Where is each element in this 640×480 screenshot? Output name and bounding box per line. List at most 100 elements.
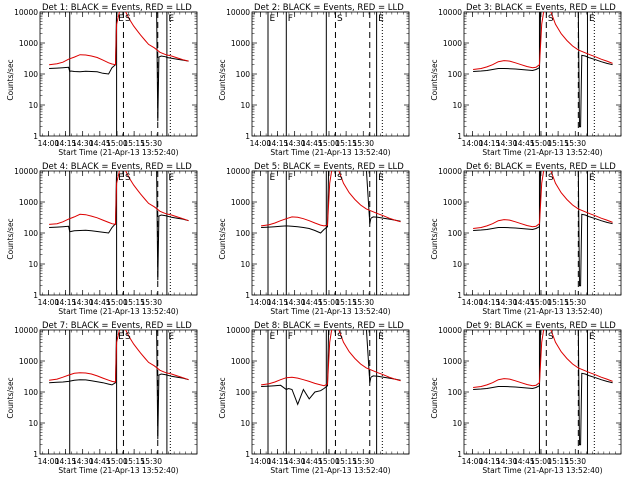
plot-frame	[463, 11, 622, 137]
x-tick-label: 15:00	[318, 139, 340, 148]
interval-flag: S	[125, 14, 131, 24]
panel-title: Det 3: BLACK = Events, RED = LLD	[466, 3, 616, 13]
interval-flag: S	[548, 14, 554, 24]
y-tick-label: 10000	[438, 8, 462, 17]
x-tick-label: 15:15	[335, 457, 357, 466]
x-tick-label: 15:15	[547, 457, 569, 466]
interval-flag: E	[378, 332, 384, 342]
x-tick-label: 15:00	[318, 457, 340, 466]
x-tick-label: 14:30	[496, 298, 518, 307]
events-series-line	[261, 171, 401, 234]
y-tick-label: 100	[24, 229, 39, 238]
x-tick-label: 15:30	[564, 457, 586, 466]
interval-flag: F	[288, 173, 293, 183]
panel-title: Det 7: BLACK = Events, RED = LLD	[42, 321, 192, 331]
x-tick-label: 14:15	[55, 457, 77, 466]
x-tick-label: 14:00	[38, 139, 60, 148]
y-tick-label: 10	[28, 419, 38, 428]
x-tick-label: 14:00	[250, 457, 272, 466]
panel-data-area	[261, 171, 401, 295]
panel-title: Det 9: BLACK = Events, RED = LLD	[466, 321, 616, 331]
x-axis-label: Start Time (21-Apr-13 13:52:40)	[58, 307, 178, 316]
y-tick-label: 10	[452, 260, 462, 269]
plot-frame	[251, 11, 410, 137]
panel-data-area	[473, 171, 613, 295]
y-tick-label: 10	[240, 260, 250, 269]
y-tick-label: 10000	[226, 8, 250, 17]
panel-data-area	[267, 12, 383, 136]
lld-series-line	[473, 330, 613, 388]
interval-flag: F	[288, 14, 293, 24]
y-tick-label: 1	[33, 132, 38, 141]
y-axis-label: Counts/sec	[218, 59, 227, 100]
events-series-line	[473, 12, 613, 128]
x-axis-label: Start Time (21-Apr-13 13:52:40)	[482, 466, 602, 475]
detector-panel-2: Det 2: BLACK = Events, RED = LLD 1 10 100 10…	[218, 3, 410, 157]
x-tick-label: 14:45	[513, 139, 535, 148]
y-tick-label: 10000	[226, 167, 250, 176]
interval-flag: S	[125, 173, 131, 183]
x-tick-label: 14:45	[301, 139, 323, 148]
x-tick-label: 14:45	[89, 139, 111, 148]
y-tick-label: 100	[236, 70, 251, 79]
x-tick-label: 14:45	[301, 457, 323, 466]
x-tick-label: 14:45	[89, 298, 111, 307]
interval-flag: S	[548, 332, 554, 342]
interval-flag: E	[589, 14, 595, 24]
y-tick-label: 1000	[19, 357, 38, 366]
y-tick-label: 1	[33, 291, 38, 300]
x-tick-label: 14:45	[301, 298, 323, 307]
x-tick-label: 15:00	[530, 298, 552, 307]
lld-series-line	[261, 171, 401, 227]
x-tick-label: 14:30	[72, 139, 94, 148]
plot-frame	[39, 11, 198, 137]
y-tick-label: 10	[452, 101, 462, 110]
y-tick-label: 100	[448, 388, 463, 397]
events-series-line	[49, 12, 189, 122]
x-tick-label: 15:00	[106, 298, 128, 307]
x-tick-label: 14:15	[267, 298, 289, 307]
y-tick-label: 100	[236, 229, 251, 238]
y-tick-label: 10000	[14, 8, 38, 17]
x-tick-label: 14:00	[462, 298, 484, 307]
y-tick-label: 1000	[19, 198, 38, 207]
panel-title: Det 5: BLACK = Events, RED = LLD	[254, 162, 404, 172]
x-tick-label: 15:15	[123, 298, 145, 307]
y-tick-label: 10	[240, 419, 250, 428]
x-tick-label: 14:30	[496, 457, 518, 466]
x-tick-label: 15:00	[530, 139, 552, 148]
interval-flag: E	[118, 173, 124, 183]
x-axis-label: Start Time (21-Apr-13 13:52:40)	[58, 148, 178, 157]
interval-flag: E	[378, 14, 384, 24]
x-tick-label: 14:30	[284, 457, 306, 466]
events-series-line	[49, 171, 189, 281]
interval-flag: S	[337, 14, 343, 24]
x-tick-label: 15:00	[530, 457, 552, 466]
lld-series-line	[49, 171, 189, 226]
panel-title: Det 4: BLACK = Events, RED = LLD	[42, 162, 192, 172]
events-series-line	[261, 330, 401, 406]
x-tick-label: 14:30	[284, 139, 306, 148]
y-axis-label: Counts/sec	[218, 377, 227, 418]
x-axis-label: Start Time (21-Apr-13 13:52:40)	[58, 466, 178, 475]
interval-flag: E	[270, 173, 276, 183]
y-tick-label: 100	[448, 70, 463, 79]
panel-data-area	[49, 12, 189, 136]
lld-series-line	[261, 330, 401, 387]
interval-flag: E	[270, 332, 276, 342]
x-tick-label: 14:30	[72, 298, 94, 307]
x-tick-label: 15:30	[140, 298, 162, 307]
detector-panel-4: Det 4: BLACK = Events, RED = LLD 1 10 100 10…	[6, 162, 198, 316]
x-axis-label: Start Time (21-Apr-13 13:52:40)	[270, 307, 390, 316]
panel-title: Det 6: BLACK = Events, RED = LLD	[466, 162, 616, 172]
y-tick-label: 10000	[226, 326, 250, 335]
y-axis-label: Counts/sec	[218, 218, 227, 259]
x-tick-label: 15:30	[140, 139, 162, 148]
panel-data-area	[49, 330, 189, 454]
x-tick-label: 15:00	[106, 139, 128, 148]
x-tick-label: 15:30	[564, 139, 586, 148]
x-tick-label: 15:00	[318, 298, 340, 307]
x-tick-label: 14:00	[250, 139, 272, 148]
x-tick-label: 14:30	[496, 139, 518, 148]
y-tick-label: 1000	[443, 357, 462, 366]
